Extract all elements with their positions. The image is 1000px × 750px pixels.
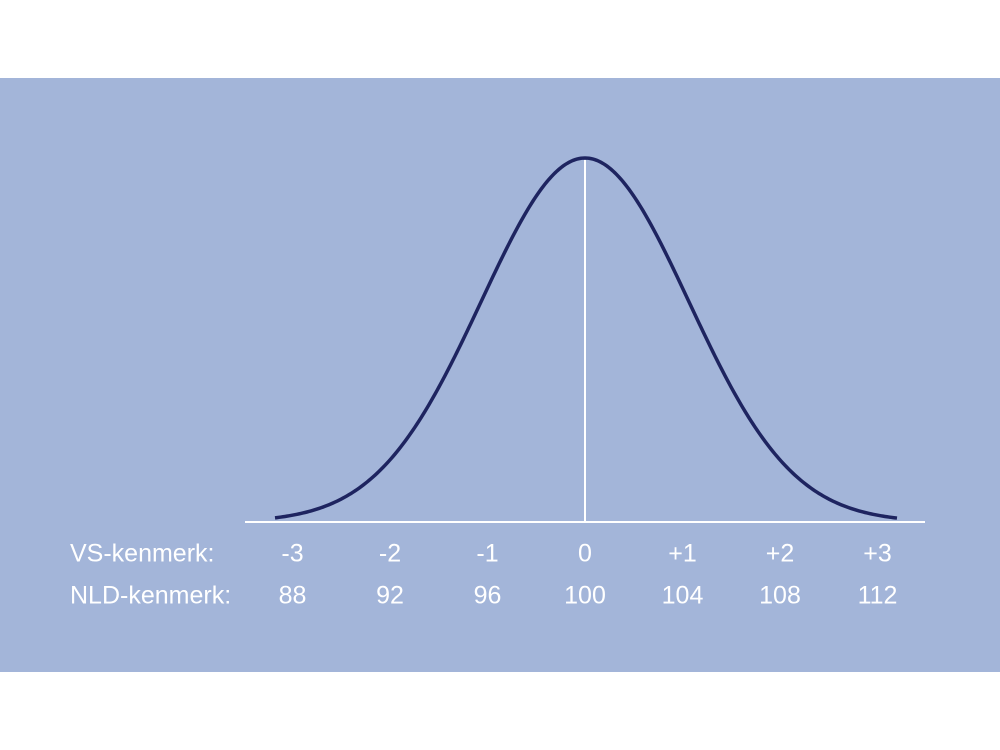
panel [0, 78, 1000, 672]
scale-label: 0 [578, 540, 592, 568]
scale-label: +1 [668, 540, 697, 568]
scale-label: +3 [863, 540, 892, 568]
scale-label: -3 [281, 540, 303, 568]
scale-label: 100 [564, 582, 606, 610]
scale-label: -2 [379, 540, 401, 568]
scale-label: 88 [279, 582, 307, 610]
scale-label: -1 [476, 540, 498, 568]
scale-label: 112 [858, 582, 898, 610]
bell-curve [274, 156, 898, 520]
scale-label: 108 [759, 582, 801, 610]
row-label: VS-kenmerk: [70, 540, 214, 568]
scale-label: 92 [376, 582, 404, 610]
scale-label: 104 [662, 582, 704, 610]
scale-label: 96 [474, 582, 502, 610]
row-label: NLD-kenmerk: [70, 582, 231, 610]
scale-label: +2 [766, 540, 795, 568]
